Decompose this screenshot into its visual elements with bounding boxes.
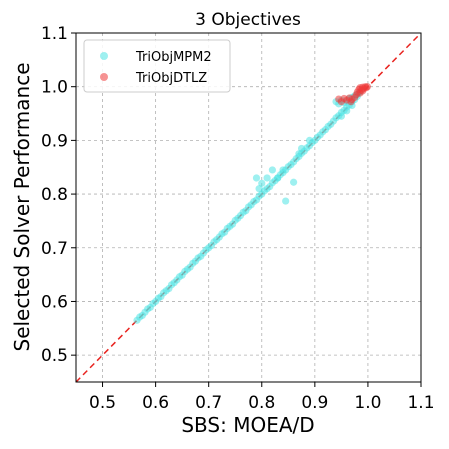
x-tick-label: 0.5 bbox=[89, 393, 116, 413]
point-triobjmpm2 bbox=[258, 179, 266, 187]
axis-ticks: 0.5 0.6 0.7 0.8 0.9 1.0 1.1 0.5 0.6 0.7 0.8 0.9 1.0 1… bbox=[41, 24, 435, 413]
legend-box bbox=[83, 39, 231, 93]
x-axis-label: SBS: MOEA/D bbox=[181, 413, 314, 437]
plot-frame bbox=[75, 32, 422, 383]
point-triobjmpm2 bbox=[290, 178, 298, 186]
data-points bbox=[133, 83, 371, 324]
x-tick-label: 0.7 bbox=[195, 393, 222, 413]
legend-label-triobjdtlz: TriObjDTLZ bbox=[135, 71, 207, 86]
point-triobjdtlz bbox=[352, 91, 360, 99]
point-triobjmpm2 bbox=[305, 136, 314, 144]
x-tick-label: 1.1 bbox=[407, 393, 434, 413]
point-triobjmpm2 bbox=[343, 107, 351, 115]
x-tick-label: 0.9 bbox=[301, 393, 328, 413]
point-triobjmpm2 bbox=[274, 174, 282, 182]
point-triobjmpm2 bbox=[297, 144, 306, 153]
y-tick-label: 0.5 bbox=[41, 346, 68, 366]
y-tick-label: 1.1 bbox=[41, 24, 68, 44]
x-tick-label: 0.6 bbox=[142, 393, 169, 413]
legend-marker-triobjmpm2 bbox=[100, 52, 108, 60]
point-triobjmpm2 bbox=[295, 150, 303, 158]
y-tick-label: 0.8 bbox=[41, 185, 68, 205]
point-triobjdtlz bbox=[363, 83, 371, 91]
y-tick-label: 0.7 bbox=[41, 239, 68, 259]
point-triobjmpm2 bbox=[279, 166, 287, 174]
point-triobjmpm2 bbox=[282, 197, 290, 205]
y-tick-label: 1.0 bbox=[41, 78, 68, 98]
point-triobjdtlz bbox=[347, 98, 355, 106]
point-triobjmpm2 bbox=[268, 166, 276, 174]
x-tick-label: 0.8 bbox=[248, 393, 275, 413]
x-tick-label: 1.0 bbox=[354, 393, 381, 413]
y-tick-label: 0.6 bbox=[41, 292, 68, 312]
legend: TriObjMPM2 TriObjDTLZ bbox=[83, 39, 231, 93]
point-triobjdtlz bbox=[359, 87, 367, 95]
legend-marker-triobjdtlz bbox=[100, 73, 108, 81]
point-triobjmpm2 bbox=[252, 174, 261, 182]
chart-title: 3 Objectives bbox=[195, 10, 301, 30]
legend-label-triobjmpm2: TriObjMPM2 bbox=[135, 50, 212, 65]
point-triobjmpm2 bbox=[255, 185, 263, 193]
y-axis-label: Selected Solver Performance bbox=[10, 62, 34, 351]
y-tick-label: 0.9 bbox=[41, 131, 68, 151]
point-triobjmpm2 bbox=[263, 174, 271, 182]
point-triobjmpm2 bbox=[337, 112, 345, 120]
